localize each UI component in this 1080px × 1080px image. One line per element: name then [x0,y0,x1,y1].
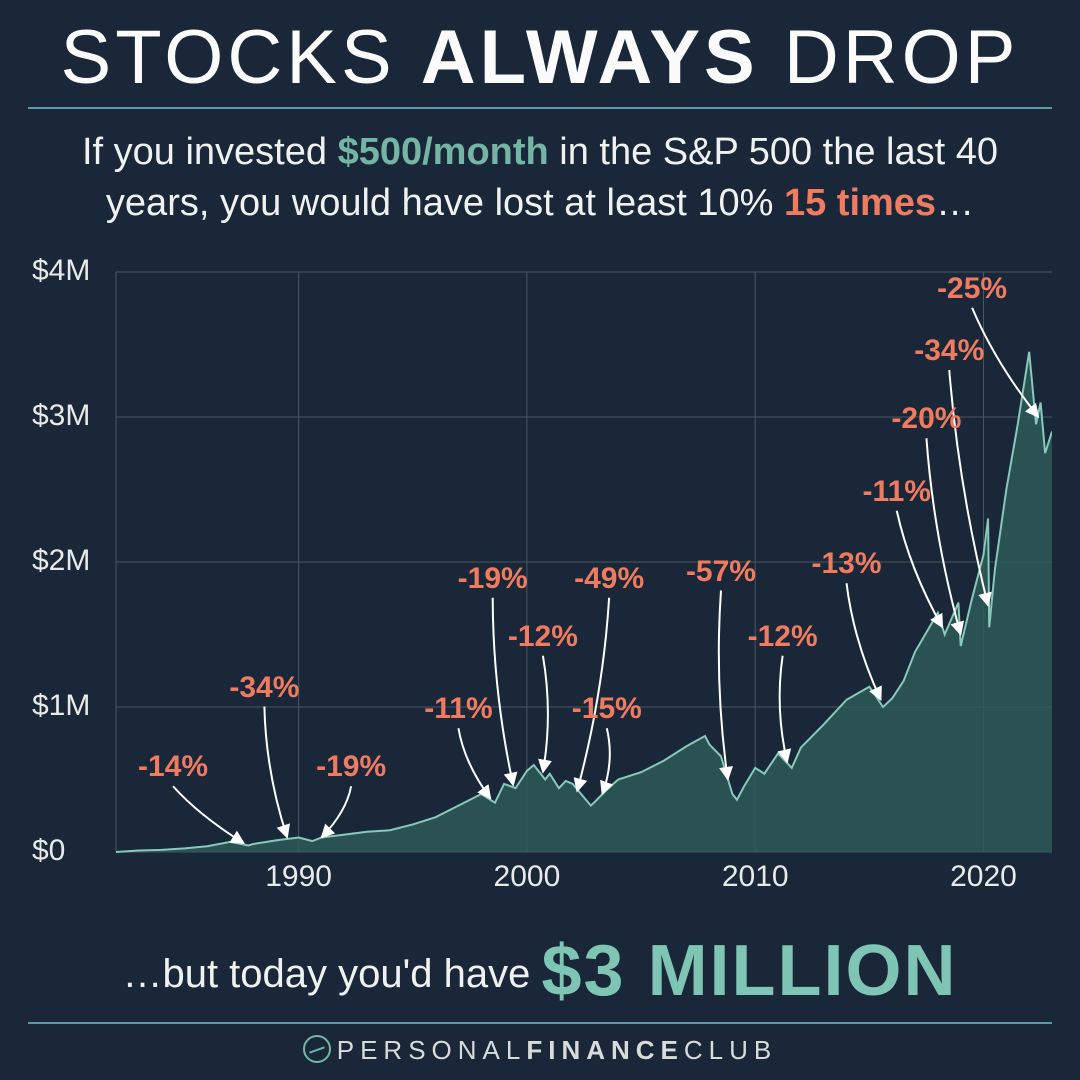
drop-annotation: -13% [812,547,882,581]
bottom-big: $3 MILLION [541,931,957,1011]
bottom-line: …but today you'd have $3 MILLION [0,930,1080,1012]
x-tick: 2020 [950,860,1017,894]
brand-a: PERSONAL [337,1035,527,1065]
drop-annotation: -11% [863,475,931,509]
drop-annotation: -34% [229,671,299,705]
page-title: STOCKS ALWAYS DROP [0,0,1080,101]
drop-annotation: -12% [508,620,578,654]
y-tick: $3M [32,399,90,433]
drop-annotation: -20% [891,402,961,436]
title-pre: STOCKS [61,15,421,100]
chart-svg [28,254,1052,914]
chart: $0 $1M $2M $3M $4M 1990 2000 2010 2020 -14% -34% -1… [28,254,1052,914]
y-tick: $1M [32,689,90,723]
drop-annotation: -19% [316,750,386,784]
brand: PERSONALFINANCECLUB [0,1035,1080,1066]
drop-annotation: -49% [574,562,644,596]
bottom-rule [28,1022,1052,1024]
y-tick: $4M [32,254,90,288]
drop-annotation: -14% [138,750,208,784]
drop-annotation: -15% [572,692,642,726]
y-tick: $0 [32,834,65,868]
sub-coral: 15 times [784,182,936,224]
drop-annotation: -11% [424,692,492,726]
drop-annotation: -12% [748,620,818,654]
x-tick: 1990 [265,860,332,894]
brand-c: CLUB [684,1035,777,1065]
drop-annotation: -57% [686,555,756,589]
y-tick: $2M [32,544,90,578]
x-tick: 2000 [494,860,561,894]
title-post: DROP [759,15,1020,100]
drop-annotation: -34% [914,334,984,368]
subtitle: If you invested $500/month in the S&P 50… [0,109,1080,230]
x-tick: 2010 [722,860,789,894]
sub-teal: $500/month [338,131,549,173]
brand-icon [303,1035,331,1063]
brand-b: FINANCE [526,1035,684,1065]
sub-t3: … [936,182,974,224]
sub-t1: If you invested [82,131,338,173]
drop-annotation: -25% [937,272,1007,306]
bottom-pre: …but today you'd have [122,952,541,996]
drop-annotation: -19% [458,562,528,596]
title-bold: ALWAYS [421,15,759,100]
